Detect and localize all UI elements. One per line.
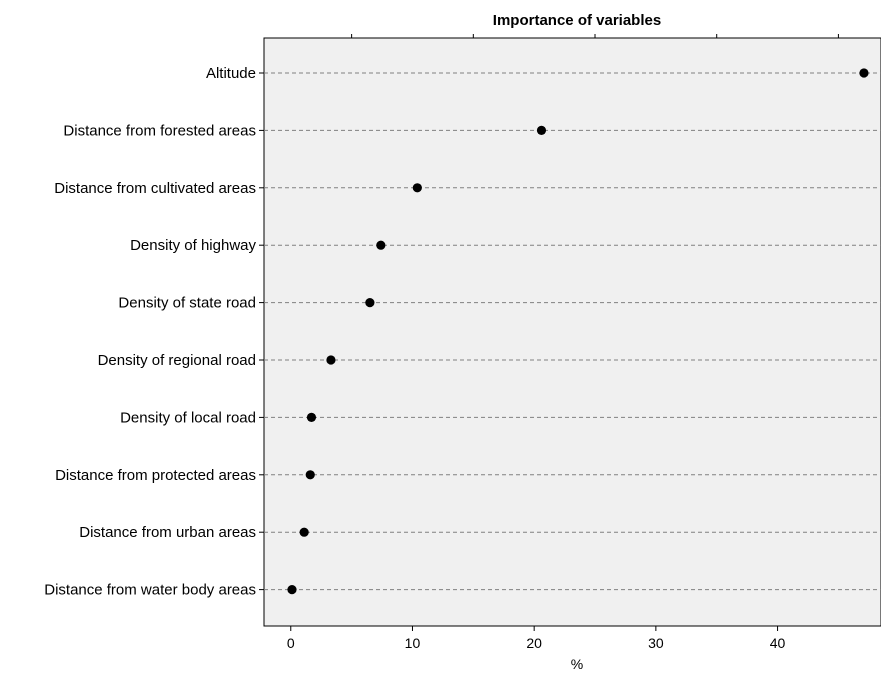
grid-lines — [264, 72, 881, 591]
plot-panel — [263, 37, 881, 627]
category-label: Distance from forested areas — [63, 122, 256, 139]
category-label: Distance from cultivated areas — [54, 180, 256, 197]
category-label: Density of local road — [120, 409, 256, 426]
data-point — [326, 355, 336, 365]
data-point — [412, 183, 422, 193]
y-axis: Altitude Distance from forested areas Dist… — [44, 65, 264, 599]
data-point — [306, 412, 317, 422]
data-point — [299, 527, 309, 537]
data-point — [536, 125, 547, 135]
data-point — [287, 585, 297, 595]
category-label: Density of highway — [130, 237, 256, 254]
x-axis: 0 10 20 30 40 — [287, 626, 786, 651]
category-label: Distance from protected areas — [55, 467, 256, 484]
x-tick-label: 0 — [287, 635, 295, 651]
x-tick-label: 40 — [770, 635, 786, 651]
x-tick-label: 30 — [648, 635, 664, 651]
x-axis-label: % — [571, 656, 583, 672]
data-point — [376, 240, 386, 250]
data-point — [305, 470, 315, 480]
top-tick-marks — [351, 34, 839, 38]
chart-title: Importance of variables — [493, 12, 661, 29]
category-label: Density of state road — [118, 295, 256, 312]
x-tick-label: 10 — [405, 635, 421, 651]
data-point — [365, 298, 375, 308]
x-tick-label: 20 — [526, 635, 542, 651]
category-label: Density of regional road — [98, 352, 256, 369]
category-label: Distance from urban areas — [79, 524, 256, 541]
category-label: Altitude — [206, 65, 256, 82]
category-label: Distance from water body areas — [44, 582, 256, 599]
data-points — [287, 68, 869, 595]
data-point — [859, 68, 869, 78]
